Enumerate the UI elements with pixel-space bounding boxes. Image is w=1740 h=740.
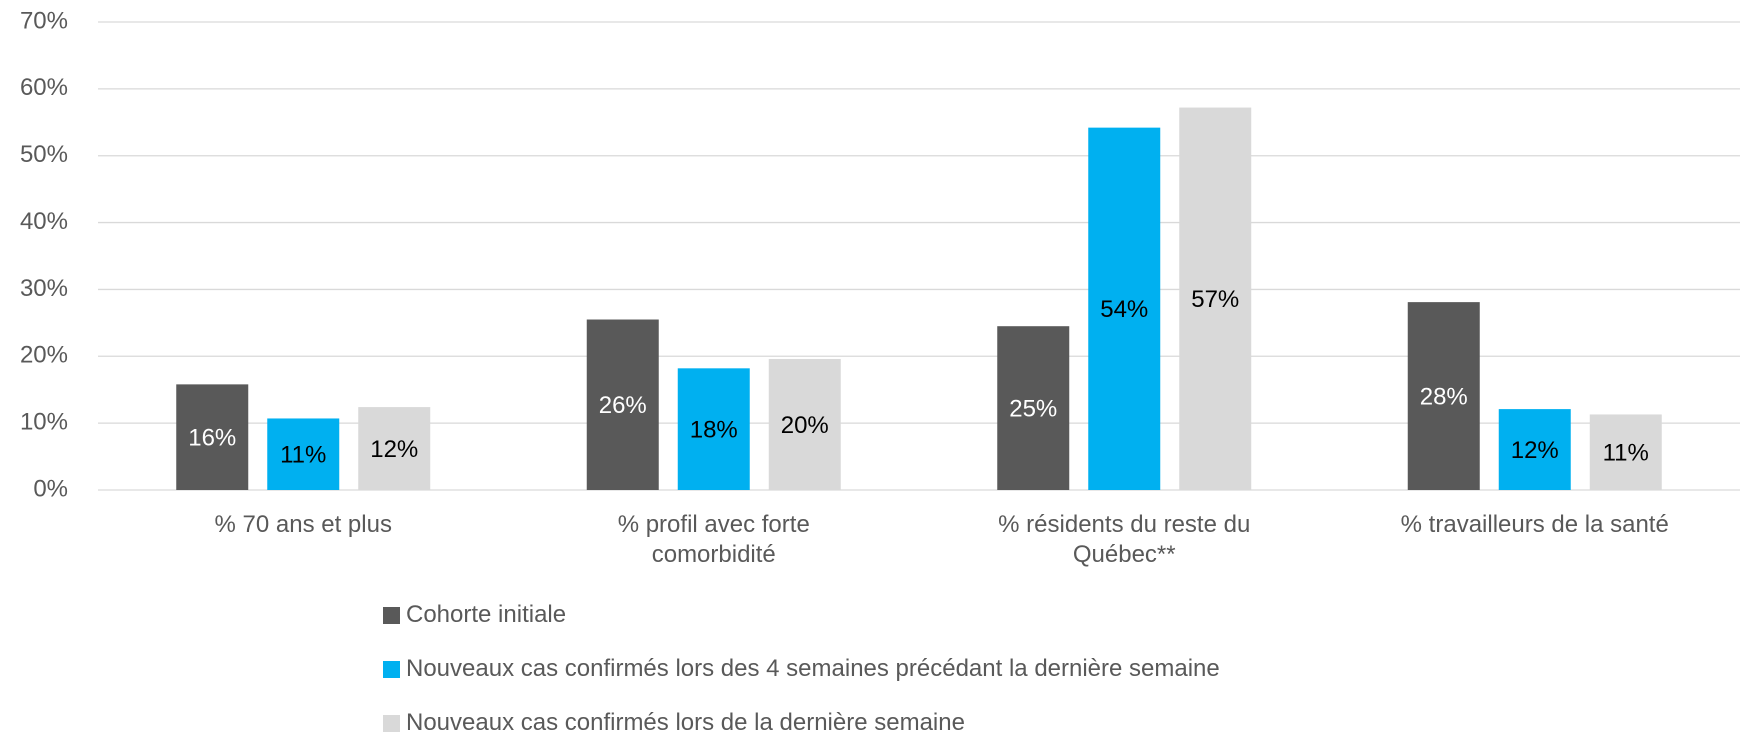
- legend-label: Cohorte initiale: [406, 601, 567, 628]
- y-tick-label: 30%: [20, 275, 68, 302]
- data-label: 16%: [188, 425, 236, 452]
- data-label: 28%: [1420, 383, 1468, 410]
- bar: [997, 326, 1070, 490]
- bar: [586, 319, 659, 490]
- legend-item: Cohorte initiale: [383, 600, 566, 630]
- y-tick-label: 10%: [20, 408, 68, 435]
- legend-swatch: [383, 714, 400, 732]
- bar: [1088, 127, 1161, 491]
- bar: [176, 384, 249, 490]
- y-tick-label: 50%: [20, 141, 68, 168]
- bar: [1179, 107, 1252, 490]
- data-label: 54%: [1100, 296, 1148, 323]
- y-tick-label: 0%: [33, 475, 68, 502]
- data-label: 26%: [599, 392, 647, 419]
- bar: [768, 358, 841, 490]
- bar: [358, 407, 431, 490]
- x-tick-label: % 70 ans et plus: [214, 511, 392, 538]
- data-label: 57%: [1191, 286, 1239, 313]
- data-label: 25%: [1009, 395, 1057, 422]
- legend-label: Nouveaux cas confirmés lors de la derniè…: [406, 709, 965, 736]
- y-tick-label: 40%: [20, 208, 68, 235]
- bar: [1498, 409, 1571, 490]
- bar: [1407, 302, 1480, 490]
- bar: [1589, 414, 1662, 490]
- bar: [677, 368, 750, 490]
- y-tick-label: 20%: [20, 342, 68, 369]
- data-label: 12%: [1511, 437, 1559, 464]
- data-label: 11%: [1603, 440, 1649, 467]
- y-tick-label: 60%: [20, 74, 68, 101]
- legend-item: Nouveaux cas confirmés lors des 4 semain…: [383, 654, 1220, 684]
- y-tick-label: 70%: [20, 7, 68, 34]
- data-label: 12%: [370, 436, 418, 463]
- data-label: 18%: [690, 417, 738, 444]
- legend-item: Nouveaux cas confirmés lors de la derniè…: [383, 708, 965, 738]
- bar: [267, 418, 340, 490]
- x-tick-label: % travailleurs de la santé: [1400, 511, 1669, 538]
- legend-swatch: [383, 660, 400, 678]
- legend-swatch: [383, 606, 400, 624]
- legend-label: Nouveaux cas confirmés lors des 4 semain…: [406, 655, 1220, 682]
- x-tick-label: % résidents du reste du Québec**: [998, 511, 1251, 568]
- x-tick-label: % profil avec forte comorbidité: [617, 511, 810, 568]
- data-label: 20%: [781, 412, 829, 439]
- data-label: 11%: [280, 442, 326, 469]
